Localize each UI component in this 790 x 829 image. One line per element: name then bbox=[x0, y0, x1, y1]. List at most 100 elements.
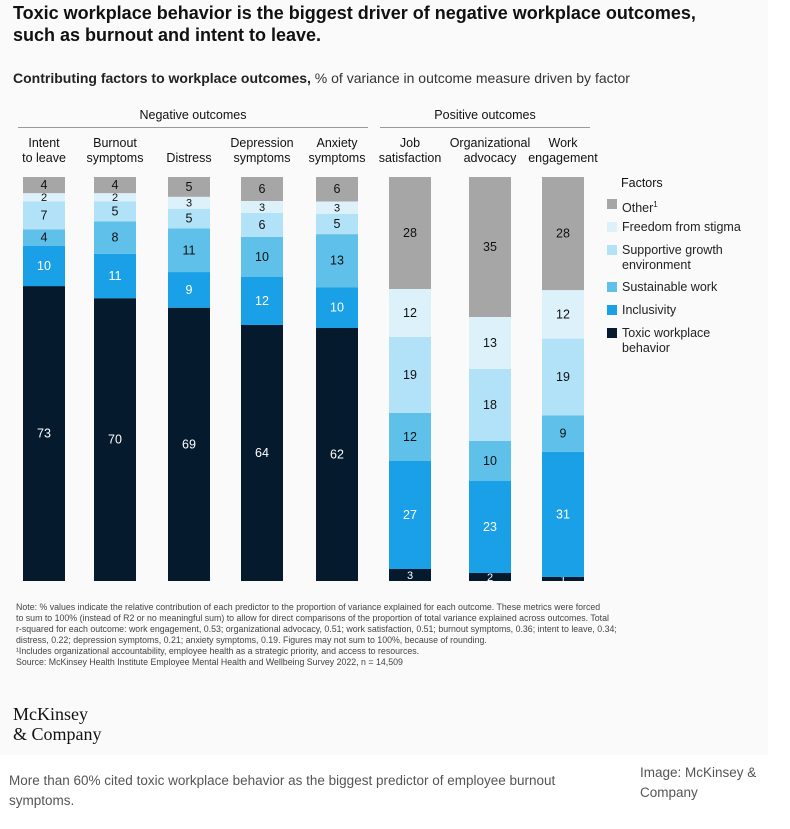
bar-segment bbox=[23, 193, 65, 202]
bar-segment bbox=[389, 413, 431, 461]
chart-title: Toxic workplace behavior is the biggest … bbox=[13, 3, 696, 45]
data-label: 2 bbox=[41, 192, 47, 204]
data-label: 13 bbox=[330, 254, 344, 268]
bar-segment bbox=[23, 229, 65, 246]
data-label: 12 bbox=[403, 430, 417, 444]
data-label: 5 bbox=[112, 204, 119, 218]
group-rule-negative bbox=[18, 127, 368, 128]
image-credit: Image: McKinsey & Company bbox=[640, 765, 757, 800]
bar-segment bbox=[542, 415, 584, 452]
data-label: 6 bbox=[259, 218, 266, 232]
legend-title: Factors bbox=[621, 176, 663, 190]
bar-segment bbox=[389, 461, 431, 569]
data-label: 10 bbox=[255, 250, 269, 264]
data-label: 3 bbox=[259, 202, 265, 214]
data-label: 62 bbox=[330, 447, 344, 461]
data-label: 64 bbox=[255, 446, 269, 460]
category-label: Anxiety symptoms bbox=[308, 136, 366, 165]
data-label: 12 bbox=[255, 294, 269, 308]
bar-segment bbox=[94, 253, 136, 299]
bar-segment bbox=[241, 177, 283, 201]
bar-segment bbox=[168, 177, 210, 197]
bar-segment bbox=[241, 201, 283, 213]
bar-segment bbox=[316, 213, 358, 235]
bar-segment bbox=[316, 201, 358, 214]
note-line: r-squared for each outcome: work engagem… bbox=[16, 624, 617, 634]
bar-segment bbox=[469, 481, 511, 573]
data-label: 5 bbox=[186, 212, 193, 226]
data-label: 4 bbox=[41, 178, 48, 192]
chart-subtitle: Contributing factors to workplace outcom… bbox=[13, 70, 630, 86]
bar-segment bbox=[469, 573, 511, 581]
bar-segment bbox=[389, 569, 431, 581]
data-label: 18 bbox=[483, 398, 497, 412]
bar-segment bbox=[241, 325, 283, 581]
data-label: 5 bbox=[186, 180, 193, 194]
legend-swatch bbox=[607, 222, 617, 232]
legend-swatch bbox=[607, 199, 617, 209]
bar-segment bbox=[23, 245, 65, 287]
data-label: 73 bbox=[37, 427, 51, 441]
subtitle-bold: Contributing factors to workplace outcom… bbox=[13, 70, 311, 86]
bar-segment bbox=[469, 177, 511, 317]
bar-segment bbox=[241, 213, 283, 237]
bar-segment bbox=[316, 327, 358, 581]
data-label: 3 bbox=[334, 203, 340, 215]
bar-segment bbox=[316, 177, 358, 202]
category-label: Intent to leave bbox=[22, 136, 66, 165]
bar-segment bbox=[542, 338, 584, 416]
bar-segment bbox=[23, 201, 65, 230]
bar-segment bbox=[241, 277, 283, 325]
chart-notes: Note: % values indicate the relative con… bbox=[16, 602, 716, 668]
bar-segment bbox=[94, 193, 136, 202]
data-label: 8 bbox=[112, 231, 119, 245]
bar-segment bbox=[542, 177, 584, 291]
subtitle-rest: % of variance in outcome measure driven … bbox=[310, 70, 630, 86]
note-line: Source: McKinsey Health Institute Employ… bbox=[16, 657, 403, 667]
bar-segment bbox=[23, 177, 65, 194]
data-label: 1 bbox=[560, 574, 566, 586]
data-label: 31 bbox=[556, 507, 570, 521]
note-line: to sum to 100% (instead of R2 or no mean… bbox=[16, 613, 609, 623]
chart-card: Toxic workplace behavior is the biggest … bbox=[13, 3, 741, 744]
data-label: 11 bbox=[183, 243, 196, 257]
category-label: Distress bbox=[166, 151, 212, 165]
data-label: 10 bbox=[37, 259, 51, 273]
data-label: 11 bbox=[109, 269, 122, 283]
category-label: Job satisfaction bbox=[378, 136, 442, 165]
bar-segment bbox=[168, 307, 210, 581]
data-label: 19 bbox=[403, 368, 417, 382]
bar-segment bbox=[94, 201, 136, 222]
data-label: 13 bbox=[483, 336, 497, 350]
data-label: 4 bbox=[112, 178, 119, 192]
data-label: 3 bbox=[407, 570, 413, 582]
note-line: ¹Includes organizational accountability,… bbox=[16, 646, 420, 656]
legend-swatch bbox=[607, 282, 617, 292]
stacked-bar-chart: 7310472470118524699115356412106366210135… bbox=[23, 177, 584, 586]
data-label: 5 bbox=[334, 217, 341, 231]
bar-segment bbox=[469, 317, 511, 369]
bar-segment bbox=[542, 290, 584, 339]
bar-segment bbox=[168, 196, 210, 209]
group-label-negative: Negative outcomes bbox=[139, 108, 247, 122]
image-caption: More than 60% cited toxic workplace beha… bbox=[9, 773, 556, 808]
data-label: 10 bbox=[330, 301, 344, 315]
bar-segment bbox=[23, 286, 65, 581]
bar-segment bbox=[168, 208, 210, 229]
data-label: 9 bbox=[186, 283, 193, 297]
data-label: 6 bbox=[334, 182, 341, 196]
data-label: 70 bbox=[108, 433, 122, 447]
bar-segment bbox=[168, 228, 210, 273]
bar-segment bbox=[389, 337, 431, 413]
data-label: 28 bbox=[403, 226, 417, 240]
note-line: Note: % values indicate the relative con… bbox=[16, 602, 601, 612]
group-label-positive: Positive outcomes bbox=[434, 108, 536, 122]
bar-segment bbox=[469, 441, 511, 481]
data-label: 28 bbox=[556, 227, 570, 241]
bar-segment bbox=[94, 221, 136, 254]
data-label: 35 bbox=[483, 240, 497, 254]
data-label: 6 bbox=[259, 182, 266, 196]
data-label: 4 bbox=[41, 231, 48, 245]
data-label: 7 bbox=[41, 208, 48, 222]
bar-segment bbox=[316, 234, 358, 288]
